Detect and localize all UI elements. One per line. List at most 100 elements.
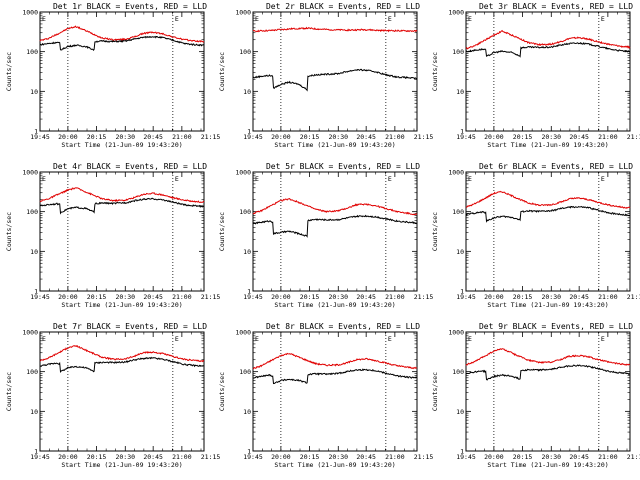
y-tick-label: 1 <box>460 288 464 296</box>
x-tick-label: 20:00 <box>271 133 291 141</box>
x-tick-label: 20:45 <box>356 133 376 141</box>
x-tick-label: 21:00 <box>172 453 192 461</box>
x-axis-label: Start Time (21-Jun-09 19:43:20) <box>274 461 395 469</box>
x-tick-label: 20:30 <box>541 133 561 141</box>
x-tick-label: 21:00 <box>385 453 405 461</box>
x-tick-label: 19:45 <box>30 293 50 301</box>
x-tick-label: 21:15 <box>627 133 640 141</box>
x-tick-label: 19:45 <box>456 293 476 301</box>
corner-label: E <box>255 15 259 23</box>
panel-title: Det 6r BLACK = Events, RED = LLD <box>479 162 633 171</box>
panel-title: Det 2r BLACK = Events, RED = LLD <box>266 2 420 11</box>
x-tick-label: 21:00 <box>172 293 192 301</box>
events-rate-line <box>39 197 205 215</box>
x-tick-label: 20:45 <box>356 293 376 301</box>
x-tick-label: 20:00 <box>271 293 291 301</box>
x-tick-label: 20:00 <box>484 453 504 461</box>
y-tick-label: 1000 <box>22 329 38 337</box>
plot-frame <box>39 331 205 452</box>
panel-4: Det 4r BLACK = Events, RED = LLD 1 10 100 10… <box>5 162 220 309</box>
y-tick-label: 1 <box>247 448 251 456</box>
x-tick-label: 20:45 <box>143 293 163 301</box>
y-tick-label: 10 <box>243 88 251 96</box>
plot-frame <box>39 171 205 292</box>
panel-9: Det 9r BLACK = Events, RED = LLD 1 10 100 10… <box>431 322 640 469</box>
x-axis-label: Start Time (21-Jun-09 19:43:20) <box>61 141 182 149</box>
x-tick-label: 20:30 <box>541 293 561 301</box>
y-tick-label: 1000 <box>235 329 251 337</box>
y-tick-label: 10 <box>456 408 464 416</box>
y-tick-label: 100 <box>452 48 464 56</box>
y-axis-label: Counts/sec <box>431 212 439 251</box>
y-tick-label: 1000 <box>22 9 38 17</box>
panel-title: Det 1r BLACK = Events, RED = LLD <box>53 2 207 11</box>
corner-label: E <box>42 15 46 23</box>
lld-rate-line <box>466 190 631 209</box>
x-tick-label: 20:30 <box>115 133 135 141</box>
x-tick-label: 20:30 <box>328 133 348 141</box>
x-tick-label: 20:15 <box>300 453 320 461</box>
x-tick-label: 20:30 <box>328 293 348 301</box>
x-tick-label: 20:00 <box>58 453 78 461</box>
x-axis-label: Start Time (21-Jun-09 19:43:20) <box>487 461 608 469</box>
corner-label: E <box>468 15 472 23</box>
plot-frame <box>39 11 205 132</box>
corner-label: E <box>468 175 472 183</box>
plot-frame <box>252 171 418 292</box>
lld-rate-line <box>465 348 631 366</box>
panel-title: Det 4r BLACK = Events, RED = LLD <box>53 162 207 171</box>
x-tick-label: 20:30 <box>115 453 135 461</box>
corner-label: E <box>388 335 392 343</box>
x-tick-label: 21:00 <box>598 293 618 301</box>
y-tick-label: 1 <box>34 128 38 136</box>
events-rate-line <box>39 35 205 52</box>
lld-rate-line <box>252 198 418 216</box>
lld-rate-line <box>252 352 418 370</box>
panel-title: Det 8r BLACK = Events, RED = LLD <box>266 322 420 331</box>
x-axis-label: Start Time (21-Jun-09 19:43:20) <box>487 301 608 309</box>
x-tick-label: 20:15 <box>513 293 533 301</box>
x-tick-label: 21:15 <box>201 293 221 301</box>
x-tick-label: 21:15 <box>414 453 434 461</box>
x-tick-label: 21:00 <box>172 133 192 141</box>
y-tick-label: 1 <box>34 288 38 296</box>
x-tick-label: 20:45 <box>569 453 589 461</box>
y-axis-label: Counts/sec <box>218 372 226 411</box>
y-tick-label: 1000 <box>235 9 251 17</box>
y-tick-label: 1000 <box>448 9 464 17</box>
lld-rate-line <box>39 187 205 204</box>
x-tick-label: 20:30 <box>115 293 135 301</box>
x-tick-label: 19:45 <box>456 133 476 141</box>
x-tick-label: 21:00 <box>385 293 405 301</box>
events-rate-line <box>465 364 631 381</box>
plot-frame <box>465 11 631 132</box>
panel-1: Det 1r BLACK = Events, RED = LLD 1 10 100 10… <box>5 2 220 149</box>
events-rate-line <box>252 368 418 385</box>
panel-title: Det 5r BLACK = Events, RED = LLD <box>266 162 420 171</box>
corner-label: E <box>388 15 392 23</box>
corner-label: E <box>601 175 605 183</box>
events-rate-line <box>465 205 631 223</box>
y-tick-label: 1000 <box>22 169 38 177</box>
x-tick-label: 20:15 <box>87 293 107 301</box>
x-tick-label: 20:15 <box>300 293 320 301</box>
events-rate-line <box>39 356 205 374</box>
x-tick-label: 19:45 <box>456 453 476 461</box>
x-tick-label: 20:00 <box>484 133 504 141</box>
corner-label: E <box>175 15 179 23</box>
lld-rate-line <box>465 29 631 50</box>
corner-label: E <box>601 15 605 23</box>
y-axis-label: Counts/sec <box>218 212 226 251</box>
y-tick-label: 10 <box>456 248 464 256</box>
panel-title: Det 7r BLACK = Events, RED = LLD <box>53 322 207 331</box>
panel-title: Det 9r BLACK = Events, RED = LLD <box>479 322 633 331</box>
x-tick-label: 20:15 <box>300 133 320 141</box>
x-tick-label: 20:15 <box>513 453 533 461</box>
panel-5: Det 5r BLACK = Events, RED = LLD 1 10 100 10… <box>218 162 433 309</box>
x-tick-label: 21:00 <box>598 453 618 461</box>
x-tick-label: 19:45 <box>243 293 263 301</box>
y-tick-label: 100 <box>452 208 464 216</box>
x-tick-label: 21:15 <box>627 453 640 461</box>
y-tick-label: 100 <box>239 368 251 376</box>
